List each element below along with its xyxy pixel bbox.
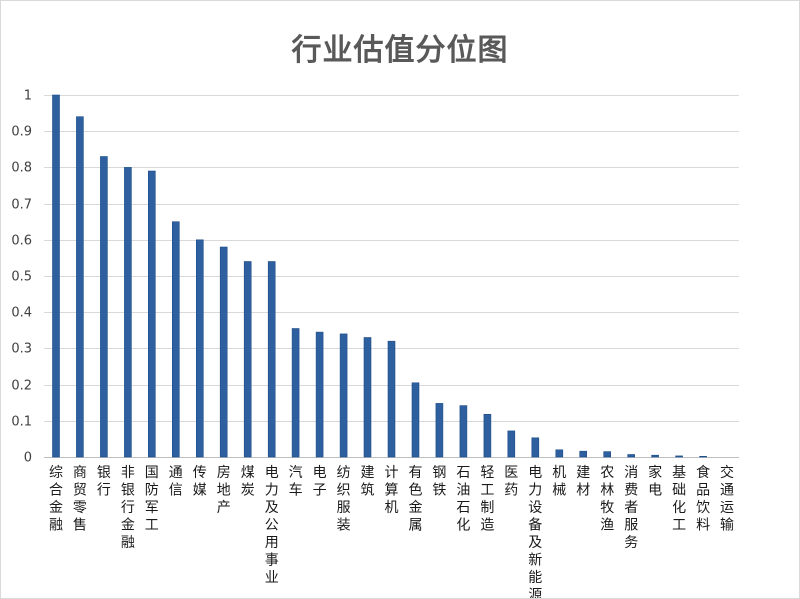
x-tick-label: 交通运输 [720,464,734,534]
x-tick-label: 有色金属 [409,465,423,534]
x-tick-label: 商贸零售 [73,465,87,534]
y-tick-label: 0 [24,451,32,466]
bar [196,239,204,458]
y-tick-label: 0.5 [11,270,32,285]
bar [507,430,516,458]
bar [531,437,540,458]
x-tick-label: 石油石化 [456,465,470,534]
bar [100,156,108,458]
x-tick-label: 传媒 [193,465,207,499]
bar [555,449,564,458]
x-tick-label: 农林牧渔 [600,465,614,534]
x-tick-label: 食品饮料 [696,464,710,534]
bar [483,413,492,458]
y-tick-label: 0.7 [11,198,32,213]
x-tick-label: 计算机 [385,465,399,516]
bar [243,261,252,458]
bar [124,167,132,458]
bar [459,405,468,458]
y-tick-label: 0.6 [11,234,32,249]
x-tick-label: 医药 [504,465,518,499]
x-tick-label: 机械 [552,465,566,499]
bar [651,454,659,458]
y-tick-label: 0.1 [11,415,32,430]
bar [76,116,84,458]
x-tick-label: 国防军工 [145,465,159,534]
x-tick-label: 轻工制造 [480,465,494,534]
y-tick-label: 0.2 [11,379,32,394]
x-tick-label: 纺织服装 [337,465,351,534]
y-tick-label: 1 [24,89,32,104]
bar [267,261,276,458]
y-tick-label: 0.9 [11,125,32,140]
bar [603,451,612,458]
bar [387,340,396,458]
bar [219,246,228,458]
x-tick-label: 非银行金融 [121,465,135,551]
bar [363,337,372,458]
x-tick-label: 家电 [648,464,662,499]
x-tick-label: 电力设备及新能源 [528,465,542,598]
bar [315,331,324,458]
x-tick-label: 房地产 [217,465,231,516]
x-tick-label: 基础化工 [672,464,686,534]
bar [579,450,588,458]
bar [627,454,636,458]
bar [172,221,180,458]
y-tick-label: 0.3 [11,342,32,357]
x-tick-label: 煤炭 [241,465,255,499]
chart-title: 行业估值分位图 [291,33,509,68]
y-tick-label: 0.4 [11,306,32,321]
x-tick-label: 电力及公用事业 [265,465,279,586]
y-tick-label: 0.8 [11,161,32,176]
bar [411,382,420,458]
bar [339,333,348,458]
bar [52,94,60,458]
x-tick-label: 通信 [169,465,183,499]
x-tick-label: 汽车 [289,465,303,499]
x-tick-label: 综合金融 [49,465,63,534]
x-tick-label: 银行 [97,465,111,499]
bar [699,455,707,458]
x-tick-label: 建材 [576,465,590,499]
x-tick-label: 钢铁 [432,465,446,499]
x-tick-label: 建筑 [361,465,375,499]
bar [148,170,156,458]
x-tick-label: 电子 [313,465,327,499]
bar [675,455,683,458]
bar [291,328,300,458]
x-tick-label: 消费者服务 [624,465,638,551]
bar [435,403,444,458]
